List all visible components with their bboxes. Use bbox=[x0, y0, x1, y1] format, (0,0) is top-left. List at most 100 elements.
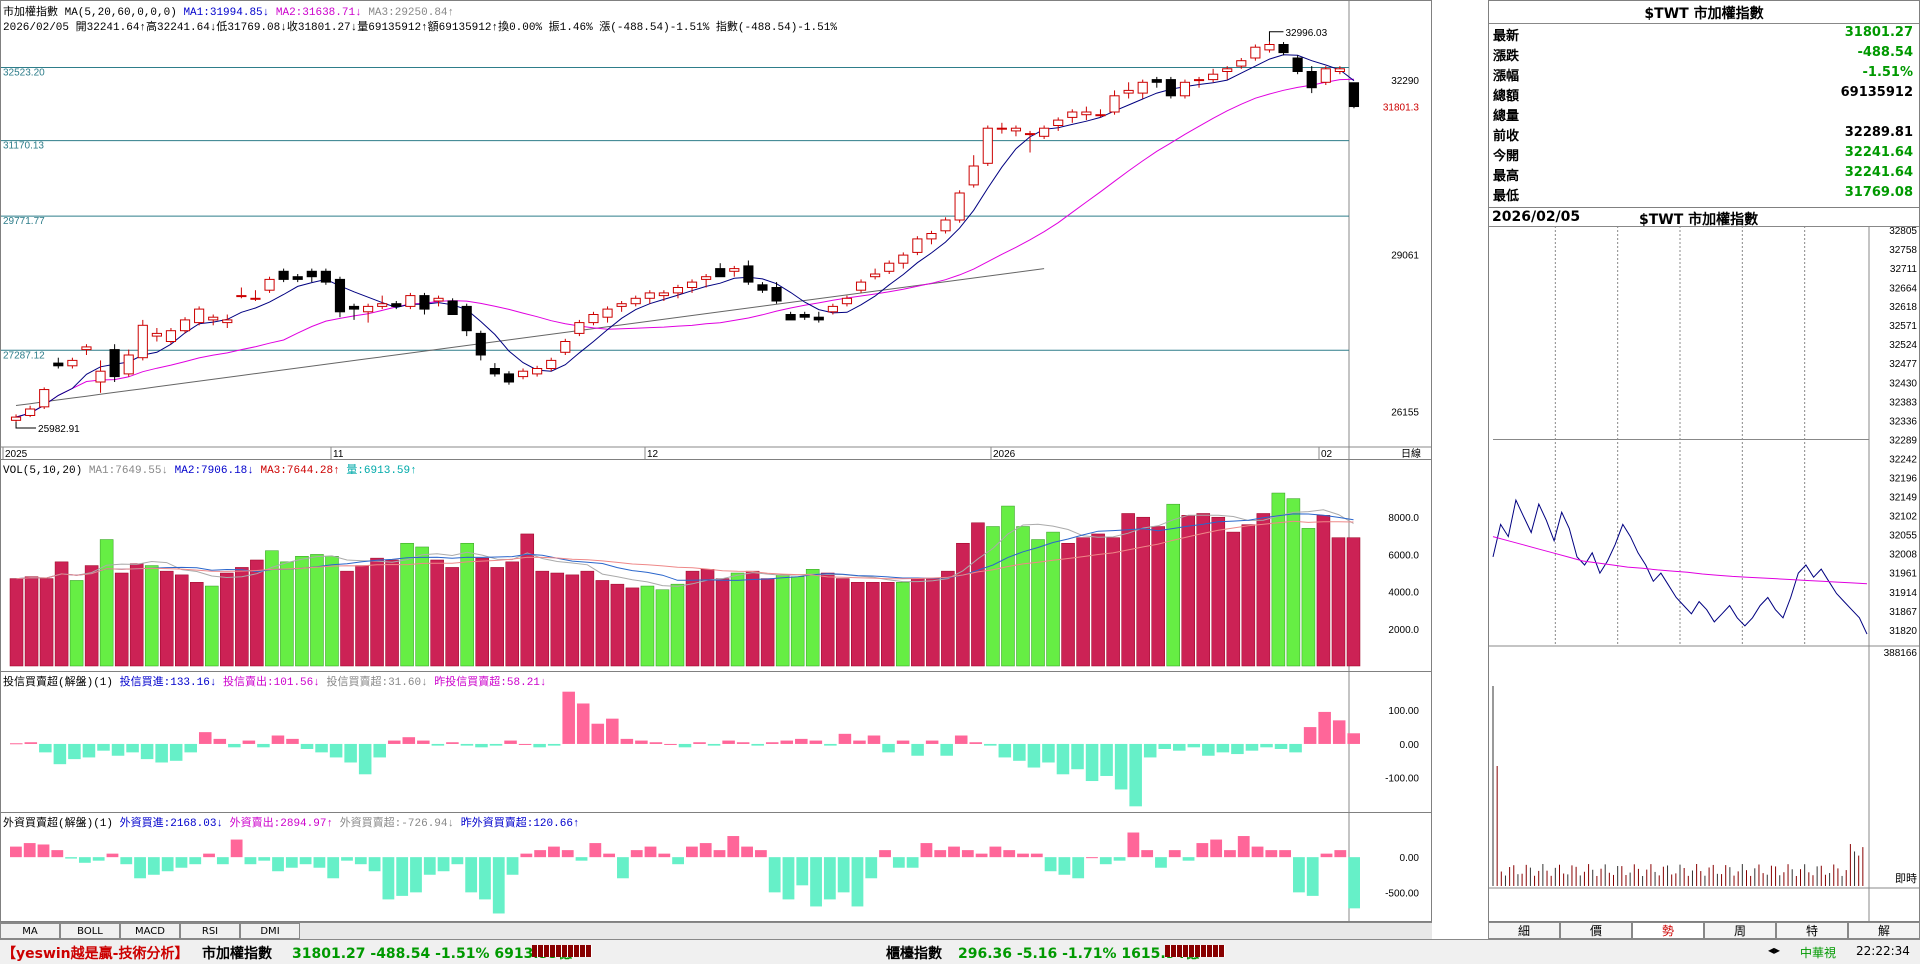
candle-body bbox=[1067, 111, 1078, 118]
inst-bar bbox=[722, 740, 735, 744]
foreign-bar bbox=[865, 857, 878, 879]
volume-bar bbox=[1121, 513, 1135, 667]
volume-bar bbox=[1076, 537, 1090, 667]
candlestick-chart[interactable]: 32523.20 31170.13 29771.77 27287.12 32290 290… bbox=[1, 1, 1431, 459]
candle-body bbox=[1334, 68, 1345, 73]
candle-body bbox=[405, 295, 416, 307]
inst-bar bbox=[329, 743, 343, 758]
intraday-chart[interactable]: 32805 32758 32711 32664 32618 32571 32524 32477… bbox=[1489, 226, 1919, 921]
volume-bar bbox=[24, 576, 39, 667]
foreign-chart[interactable]: 0.00 -500.00 bbox=[1, 813, 1431, 921]
nav-icon[interactable]: ◂▸ bbox=[1768, 943, 1781, 957]
foreign-bar bbox=[713, 850, 726, 858]
quote-row: 漲跌 -488.54 bbox=[1489, 45, 1919, 64]
main-header-line1: 市加權指數 MA(5,20,60,0,0,0) MA1:31994.85↓ MA… bbox=[3, 3, 454, 19]
volume-bar bbox=[475, 557, 489, 667]
status-index1-name: 市加權指數 bbox=[202, 946, 272, 962]
inst-bar bbox=[1085, 743, 1099, 782]
tab-detail[interactable]: 細 bbox=[1488, 922, 1560, 939]
volume-bar bbox=[295, 556, 309, 667]
foreign-bar bbox=[948, 846, 960, 858]
tab-analysis[interactable]: 解 bbox=[1848, 922, 1920, 939]
volume-bar bbox=[956, 542, 970, 667]
vol-ma-line bbox=[16, 513, 1354, 581]
volume-bar bbox=[805, 569, 820, 667]
vol-ma-line bbox=[16, 520, 1354, 580]
foreign-bar bbox=[492, 857, 505, 914]
foreign-bar bbox=[1348, 857, 1360, 909]
main-chart-panel[interactable]: 市加權指數 MA(5,20,60,0,0,0) MA1:31994.85↓ MA… bbox=[0, 0, 1432, 460]
foreign-bar bbox=[1293, 857, 1305, 893]
candle-body bbox=[898, 254, 909, 264]
volume-bar bbox=[325, 556, 339, 667]
inst-bar bbox=[155, 743, 168, 763]
volume-bar bbox=[1271, 492, 1286, 667]
quote-value: 32289.81 bbox=[1844, 125, 1913, 140]
intraday-title: $TWT 市加權指數 bbox=[1639, 212, 1759, 228]
ma-button[interactable]: MA bbox=[0, 923, 60, 939]
inst-bar bbox=[795, 738, 808, 744]
rsi-button[interactable]: RSI bbox=[180, 923, 240, 939]
foreign-panel[interactable]: 外資買賣超(解盤)(1) 外資買進:2168.03↓ 外資賣出:2894.97↑… bbox=[0, 812, 1432, 922]
intraday-panel[interactable]: 2026/02/05 $TWT 市加權指數 32805 32758 32711 326… bbox=[1488, 207, 1920, 922]
quote-label: 最低 bbox=[1493, 189, 1520, 204]
vol-current: 量:6913.59↑ bbox=[346, 465, 417, 477]
date-label: 12 bbox=[647, 449, 659, 459]
candle-body bbox=[475, 332, 486, 356]
quote-row: 最低 31769.08 bbox=[1489, 185, 1919, 204]
connection-label: 中華視 bbox=[1800, 946, 1837, 960]
quote-row: 最高 32241.64 bbox=[1489, 165, 1919, 184]
volume-bar bbox=[911, 578, 925, 667]
foreign-net: 外資買賣超:-726.94↓ bbox=[339, 818, 455, 830]
foreign-bar bbox=[189, 857, 202, 865]
intraday-date: 2026/02/05 bbox=[1492, 209, 1581, 225]
foreign-bar bbox=[1210, 839, 1223, 858]
intraday-price-label: 32477 bbox=[1889, 359, 1917, 370]
candle-body bbox=[1095, 114, 1106, 117]
foreign-bar bbox=[548, 846, 560, 858]
price-axis-label: 32290 bbox=[1391, 76, 1419, 87]
candle-body bbox=[39, 389, 50, 408]
inst-bar bbox=[765, 742, 779, 744]
inst-bar bbox=[1129, 743, 1142, 807]
inst-bar bbox=[315, 743, 328, 753]
inst-bar bbox=[824, 743, 837, 746]
tab-special[interactable]: 特 bbox=[1776, 922, 1848, 939]
candle-body bbox=[10, 416, 22, 421]
foreign-bar bbox=[810, 857, 822, 907]
inst-chart[interactable]: 100.00 0.00 -100.00 bbox=[1, 672, 1431, 812]
low-label: 25982.91 bbox=[38, 424, 80, 435]
main-header-line2: 2026/02/05 開32241.64↑高32241.64↓低31769.08… bbox=[3, 22, 837, 34]
candle-body bbox=[1081, 111, 1092, 116]
candle-body bbox=[968, 165, 979, 186]
volume-bar bbox=[39, 578, 54, 667]
candle-body bbox=[757, 284, 768, 291]
date-label: 2026 bbox=[993, 449, 1016, 459]
inst-panel[interactable]: 投信買賣超(解盤)(1) 投信買進:133.16↓ 投信賣出:101.56↓ 投… bbox=[0, 671, 1432, 813]
candle-body bbox=[1278, 44, 1289, 54]
inst-prev: 昨投信買賣超:58.21↓ bbox=[434, 677, 547, 689]
tab-price[interactable]: 價 bbox=[1560, 922, 1632, 939]
quote-label: 最高 bbox=[1493, 169, 1520, 184]
macd-button[interactable]: MACD bbox=[120, 923, 180, 939]
tab-week[interactable]: 周 bbox=[1704, 922, 1776, 939]
inst-bar bbox=[838, 733, 852, 744]
intraday-header: 2026/02/05 $TWT 市加權指數 bbox=[1489, 208, 1919, 228]
inst-bar bbox=[518, 743, 532, 745]
candle-body bbox=[799, 314, 810, 318]
inst-bar bbox=[1332, 720, 1346, 744]
boll-button[interactable]: BOLL bbox=[60, 923, 120, 939]
volume-bar bbox=[505, 561, 520, 667]
tab-trend[interactable]: 勢 bbox=[1632, 922, 1704, 939]
clock: 22:22:34 bbox=[1856, 944, 1910, 958]
volume-bar bbox=[745, 570, 760, 667]
inst-bar bbox=[998, 743, 1012, 758]
ma3-line bbox=[15, 268, 1045, 406]
dmi-button[interactable]: DMI bbox=[240, 923, 300, 939]
foreign-bar bbox=[1155, 857, 1167, 868]
volume-chart[interactable]: 8000.0 6000.0 4000.0 2000.0 bbox=[1, 460, 1431, 671]
foreign-bar bbox=[892, 857, 905, 868]
volume-panel[interactable]: VOL(5,10,20) MA1:7649.55↓ MA2:7906.18↓ M… bbox=[0, 459, 1432, 672]
inst-label: 投信買賣超(解盤)(1) bbox=[3, 677, 114, 689]
volume-bar bbox=[1286, 498, 1301, 667]
